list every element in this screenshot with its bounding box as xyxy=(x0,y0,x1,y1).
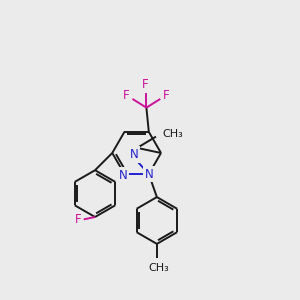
Text: N: N xyxy=(130,148,138,161)
Text: N: N xyxy=(118,169,127,182)
Text: F: F xyxy=(142,78,148,91)
Text: N: N xyxy=(144,168,153,181)
Text: CH₃: CH₃ xyxy=(149,263,170,274)
Text: F: F xyxy=(163,89,169,103)
Text: F: F xyxy=(75,213,82,226)
Text: F: F xyxy=(123,89,130,103)
Text: CH₃: CH₃ xyxy=(162,129,183,139)
